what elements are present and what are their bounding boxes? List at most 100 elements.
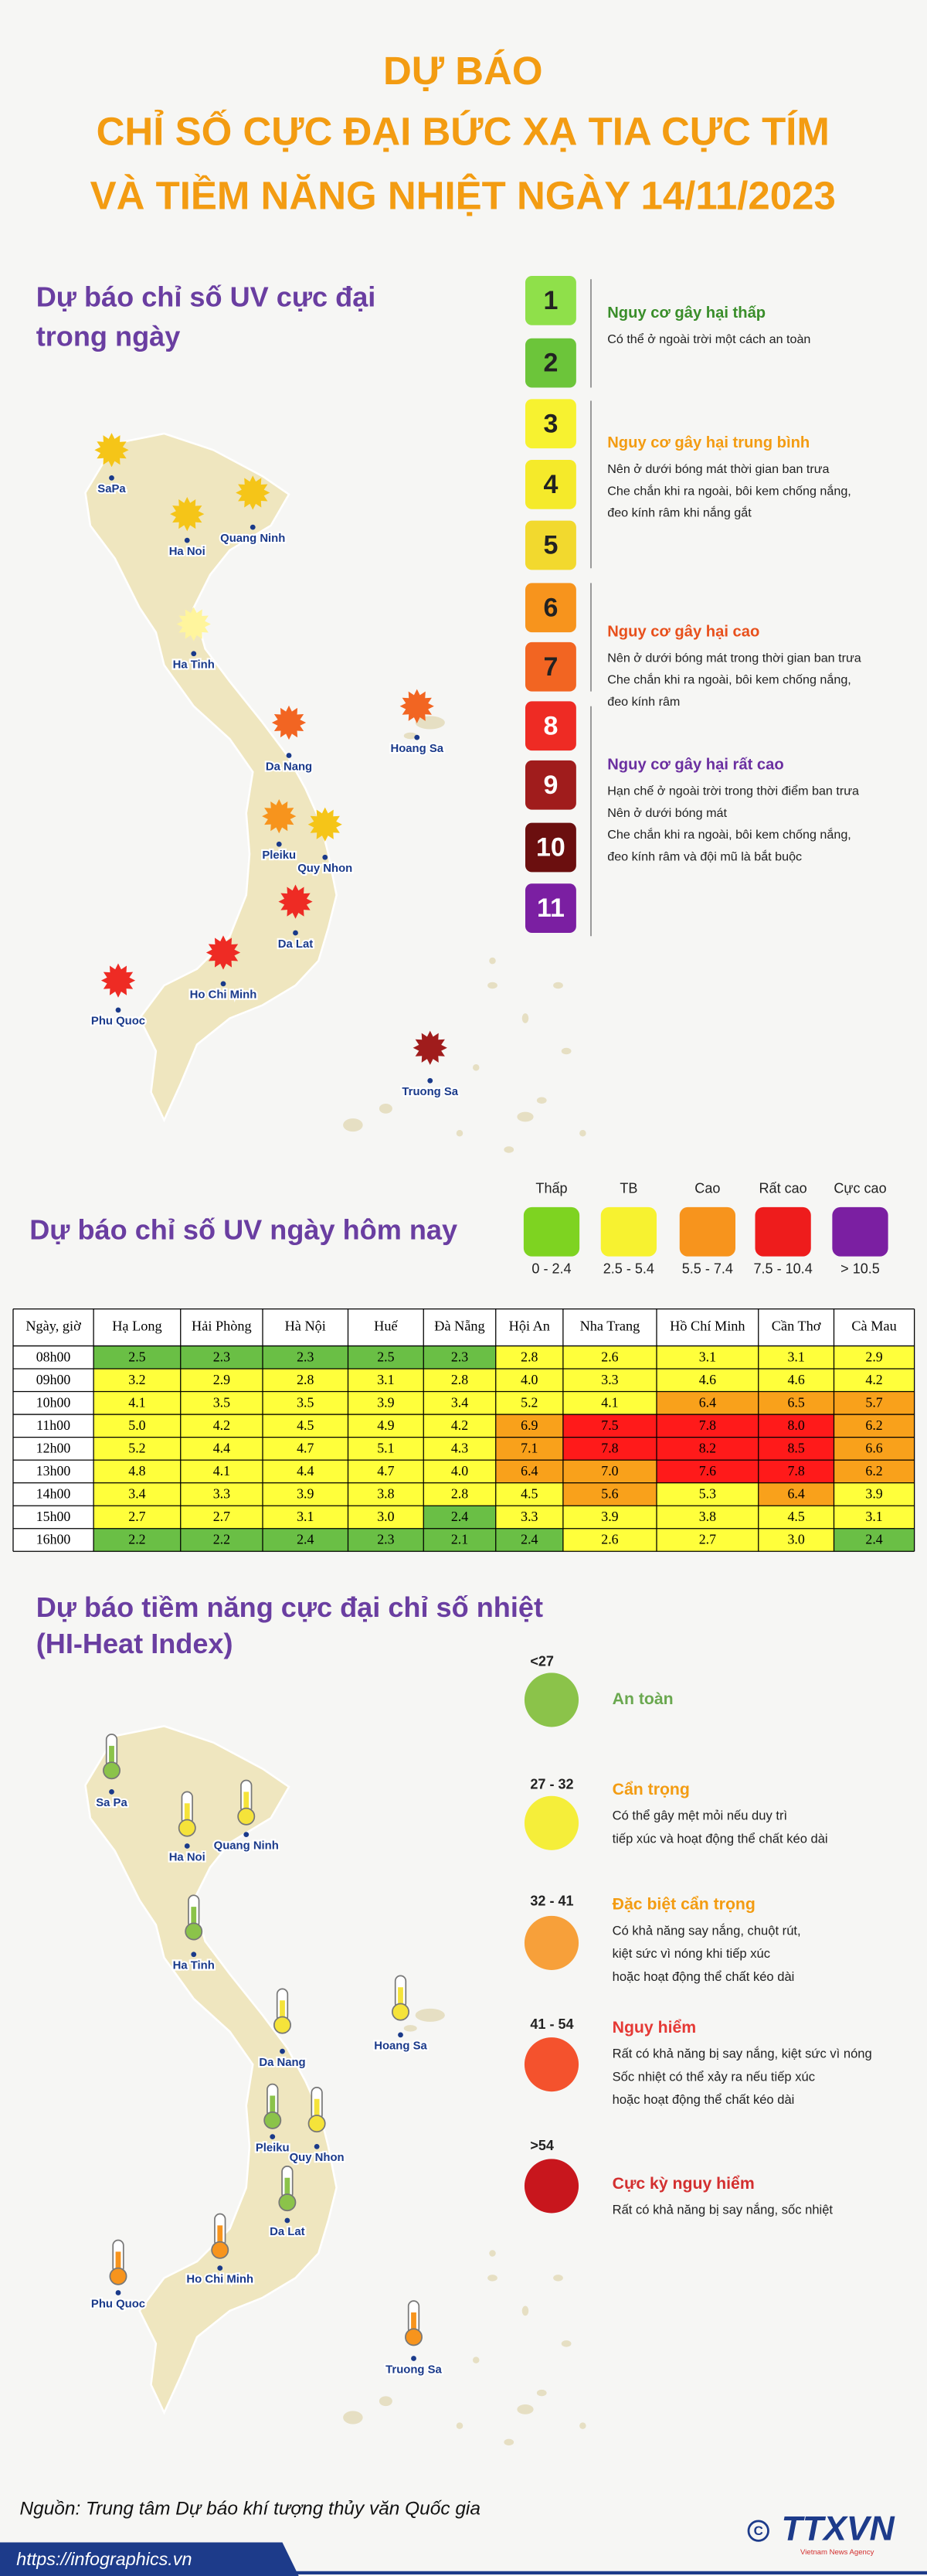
- sun-icon: [406, 695, 428, 717]
- group-text: Nên ở dưới bóng mát trong thời gian ban …: [607, 651, 861, 665]
- table-cell: [495, 1391, 563, 1415]
- footer-band: [0, 2542, 299, 2576]
- thermometer-bulb: [405, 2328, 423, 2346]
- table-time: 11h00: [36, 1417, 70, 1433]
- uv-level-box: [525, 460, 576, 509]
- table-cell: [93, 1391, 181, 1415]
- legend-swatch: [679, 1206, 735, 1257]
- map-island: [553, 982, 563, 989]
- table-value: 7.0: [601, 1463, 618, 1479]
- table-cell: [180, 1460, 263, 1483]
- place-label: Truong Sa: [385, 2363, 442, 2376]
- table-cell: [656, 1482, 759, 1506]
- table-value: 2.8: [451, 1486, 468, 1502]
- thermometer-fill: [184, 1803, 190, 1825]
- section-title: Dự báo chỉ số UV ngày hôm nay: [29, 1213, 457, 1245]
- legend-swatch: [755, 1206, 811, 1257]
- table-header: Hội An: [509, 1319, 550, 1334]
- table-value: 3.3: [213, 1486, 230, 1502]
- place-label: Quang Ninh: [214, 1839, 279, 1852]
- table-cell: [348, 1437, 424, 1461]
- thermometer-fill: [217, 2225, 223, 2248]
- table-value: 3.0: [787, 1532, 804, 1547]
- table-cell: [93, 1506, 181, 1529]
- table-cell: [656, 1437, 759, 1461]
- table-value: 6.5: [787, 1394, 804, 1410]
- sun-icon: [212, 941, 234, 964]
- thermometer-fill: [270, 2095, 276, 2118]
- heat-text: tiếp xúc và hoạt động thể chất kéo dài: [613, 1831, 828, 1846]
- legend-name: Cao: [694, 1180, 720, 1196]
- place-dot: [191, 1952, 197, 1958]
- heat-range: 27 - 32: [530, 1777, 573, 1792]
- thermometer-bulb: [103, 1761, 121, 1780]
- table-time-cell: [12, 1482, 94, 1506]
- heat-level-circle: [524, 1673, 579, 1727]
- uv-level-number: 3: [543, 409, 558, 438]
- map-island: [487, 2275, 497, 2282]
- table-value: 2.8: [521, 1349, 538, 1364]
- group-text: Che chắn khi ra ngoài, bôi kem chống nắn…: [607, 483, 851, 498]
- legend-swatch: [600, 1206, 657, 1257]
- map-island: [561, 1047, 572, 1055]
- table-value: 7.8: [601, 1441, 618, 1456]
- table-cell: [93, 1346, 181, 1369]
- table-cell: [495, 1528, 563, 1552]
- map-island: [579, 1130, 586, 1137]
- table-value: 2.2: [213, 1532, 230, 1547]
- heat-title: Nguy hiểm: [613, 2018, 697, 2037]
- heat-level-circle: [524, 2159, 579, 2214]
- place-dot: [220, 981, 226, 987]
- table-cell: [262, 1368, 348, 1392]
- place-dot: [184, 1843, 190, 1849]
- thermometer-bulb: [185, 1922, 203, 1941]
- map-island: [521, 1013, 529, 1023]
- logo: TTXVN: [781, 2510, 895, 2547]
- table-value: 3.9: [865, 1486, 882, 1502]
- table-value: 6.2: [865, 1463, 882, 1479]
- sun-icon: [242, 482, 264, 504]
- table-cell: [423, 1506, 496, 1529]
- place-dot: [184, 537, 190, 543]
- table-header: Đà Nẵng: [434, 1319, 484, 1334]
- group-text: đeo kính râm khi nắng gắt: [607, 505, 752, 520]
- section-title: trong ngày: [36, 320, 181, 352]
- place-dot: [115, 2290, 121, 2295]
- table-value: 3.5: [213, 1394, 230, 1410]
- table-cell: [834, 1482, 915, 1506]
- legend-range: 5.5 - 7.4: [682, 1261, 733, 1276]
- main-title: VÀ TIỀM NĂNG NHIỆT NGÀY 14/11/2023: [90, 173, 836, 218]
- table-value: 2.3: [297, 1349, 314, 1364]
- table-value: 3.1: [865, 1509, 882, 1524]
- table-value: 4.5: [787, 1509, 804, 1524]
- map-island: [489, 2250, 496, 2257]
- place-label: Ho Chi Minh: [190, 989, 257, 1002]
- sun-icon: [182, 613, 205, 635]
- table-value: 3.3: [521, 1509, 538, 1524]
- table-cell: [348, 1391, 424, 1415]
- heat-range: >54: [530, 2138, 554, 2153]
- table-header: Hải Phòng: [192, 1319, 252, 1334]
- group-text: Che chắn khi ra ngoài, bôi kem chống nắn…: [607, 827, 851, 842]
- table-header: Huế: [374, 1319, 398, 1334]
- table-cell: [93, 1528, 181, 1552]
- table-cell: [758, 1506, 834, 1529]
- thermometer-fill: [243, 1792, 250, 1814]
- table-header: Nha Trang: [580, 1319, 640, 1334]
- table-cell: [656, 1414, 759, 1438]
- heat-level-circle: [524, 1795, 579, 1850]
- place-dot: [191, 651, 197, 657]
- uv-level-box: [525, 641, 576, 692]
- table-value: 2.8: [451, 1372, 468, 1387]
- table-cell: [93, 1460, 181, 1483]
- table-value: 3.1: [699, 1349, 716, 1364]
- table-value: 6.4: [787, 1486, 804, 1502]
- group-text: Nên ở dưới bóng mát: [607, 806, 727, 820]
- table-cell: [262, 1460, 348, 1483]
- place-dot: [414, 734, 420, 740]
- table-cell: [834, 1460, 915, 1483]
- table-value: 5.0: [128, 1417, 145, 1433]
- table-cell: [656, 1528, 759, 1552]
- table-value: 2.7: [213, 1509, 230, 1524]
